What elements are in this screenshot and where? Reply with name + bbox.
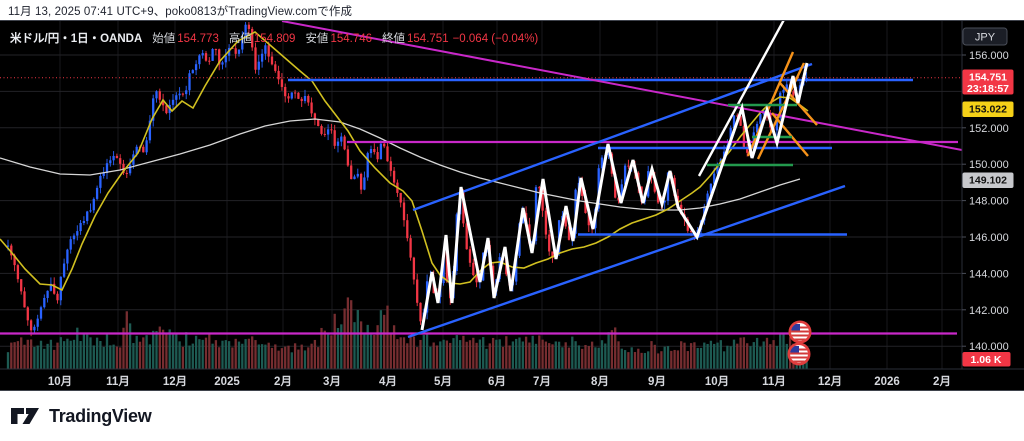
time-axis-label: 2月 [274, 375, 292, 388]
creation-timestamp: 11月 13, 2025 07:41 UTC+9、poko0813がTradin… [8, 6, 353, 18]
legend-high: 高値 154.809 [228, 33, 296, 45]
tradingview-chart-widget[interactable]: 156.000 152.000 150.000 148.000 146.000 144.0… [0, 20, 1024, 391]
time-axis-label: 12月 [818, 375, 842, 388]
svg-text:23:18:57: 23:18:57 [967, 83, 1009, 95]
svg-text:153.022: 153.022 [969, 104, 1007, 116]
legend-low: 安値 154.746 [305, 33, 373, 45]
time-axis-label: 11月 [762, 375, 786, 388]
time-axis-label: 2026 [874, 376, 900, 388]
time-axis-label: 2025 [214, 376, 240, 388]
svg-text:149.102: 149.102 [969, 175, 1007, 187]
price-axis[interactable]: 156.000 152.000 150.000 148.000 146.000 144.0… [962, 27, 1014, 367]
volume-value-badge: 1.06 K [962, 352, 1011, 367]
price-axis-label: 148.000 [969, 196, 1009, 208]
chart-background [0, 21, 1024, 390]
time-axis-label: 5月 [434, 375, 452, 388]
svg-text:JPY: JPY [975, 32, 996, 44]
gray-level-badge: 149.102 [962, 172, 1014, 188]
tradingview-logo-text: TradingView [49, 405, 152, 426]
svg-text:154.751: 154.751 [969, 72, 1007, 84]
volume-bars[interactable] [6, 297, 808, 369]
time-axis-label: 3月 [323, 375, 341, 388]
trendline-magenta-descending[interactable] [281, 21, 962, 151]
time-axis[interactable]: 10月 11月 12月 2025 2月 3月 4月 5月 6月 7月 8月 9月 10月 11月 12月 20… [48, 375, 951, 388]
ma-fast-yellow[interactable] [0, 31, 809, 292]
legend-close: 終値 154.751 −0.064 (−0.04%) [382, 33, 539, 45]
trendline-orange-falling-2[interactable] [771, 112, 809, 157]
legend-change: −0.064 (−0.04%) [452, 33, 539, 45]
trendline-blue-channel-lower[interactable] [407, 184, 846, 339]
trendline-orange-rising-2[interactable] [756, 62, 806, 160]
plot-layers [0, 21, 962, 369]
time-axis-label: 11月 [106, 375, 130, 388]
chart-legend[interactable]: 米ドル/円・1日・OANDA 始値 154.773 高値 154.809 安値 154… [10, 30, 538, 46]
tradingview-logo[interactable]: TradingView [10, 403, 152, 429]
price-axis-label: 140.000 [969, 341, 1009, 353]
price-axis-label: 150.000 [969, 159, 1009, 171]
price-axis-label: 152.000 [969, 123, 1009, 135]
footer-bar: TradingView [0, 392, 1024, 441]
tradingview-logo-icon [11, 408, 39, 424]
currency-toggle-button[interactable]: JPY [962, 27, 1008, 46]
economic-event-us-flag-icon[interactable] [787, 342, 811, 366]
time-axis-label: 6月 [488, 375, 506, 388]
trendline-orange-falling-1[interactable] [779, 82, 818, 126]
price-axis-label: 142.000 [969, 305, 1009, 317]
time-axis-label: 4月 [379, 375, 397, 388]
price-axis-label: 144.000 [969, 268, 1009, 280]
legend-open: 始値 154.773 [152, 33, 219, 45]
time-axis-label: 9月 [648, 375, 666, 388]
time-axis-label: 2月 [933, 375, 951, 388]
time-axis-label: 10月 [48, 375, 72, 388]
time-axis-label: 8月 [591, 375, 609, 388]
elliott-wave-zigzag[interactable] [420, 62, 809, 331]
time-axis-label: 10月 [705, 375, 729, 388]
ma-slow-white[interactable] [0, 118, 801, 211]
svg-text:1.06 K: 1.06 K [971, 354, 1002, 366]
economic-event-us-flag-icon[interactable] [788, 320, 812, 344]
chart-plot-area[interactable]: 156.000 152.000 150.000 148.000 146.000 144.0… [0, 21, 1024, 390]
price-axis-label: 146.000 [969, 232, 1009, 244]
yellow-level-badge: 153.022 [962, 101, 1014, 117]
price-axis-label: 156.000 [969, 50, 1009, 62]
trendline-white-steep[interactable] [697, 21, 786, 177]
time-axis-label: 12月 [163, 375, 187, 388]
symbol-title[interactable]: 米ドル/円・1日・OANDA [10, 33, 143, 45]
time-axis-label: 7月 [533, 375, 551, 388]
